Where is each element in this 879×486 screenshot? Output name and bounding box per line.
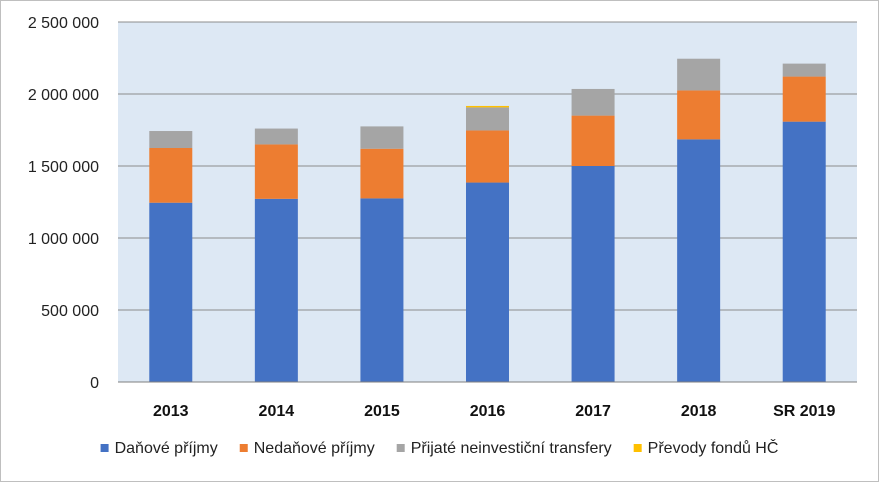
legend-swatch bbox=[100, 444, 109, 452]
y-tick-label: 0 bbox=[90, 375, 99, 392]
bar-segment bbox=[466, 107, 509, 131]
x-tick-label: 2013 bbox=[153, 403, 189, 420]
bar-segment bbox=[677, 139, 721, 382]
x-axis-ticks: 2013 2014 2015 2016 2017 2018 SR 2019 bbox=[153, 403, 835, 420]
bar-segment bbox=[254, 198, 298, 382]
bar-segment bbox=[254, 144, 298, 199]
bar-segment bbox=[677, 58, 721, 91]
bar-segment bbox=[360, 148, 404, 199]
bar-segment bbox=[466, 182, 509, 382]
bar-segment bbox=[782, 121, 826, 382]
bar-segment bbox=[782, 76, 826, 122]
y-tick-label: 2 500 000 bbox=[28, 15, 99, 32]
x-tick-label: 2016 bbox=[470, 403, 506, 420]
bars bbox=[149, 58, 826, 382]
x-tick-label: 2014 bbox=[259, 403, 295, 420]
y-tick-label: 1 500 000 bbox=[28, 159, 99, 176]
bar-segment bbox=[571, 166, 615, 382]
x-tick-label: SR 2019 bbox=[773, 403, 835, 420]
legend-swatch bbox=[633, 444, 642, 452]
bar-segment bbox=[149, 148, 193, 203]
x-tick-label: 2017 bbox=[575, 403, 611, 420]
y-tick-label: 1 000 000 bbox=[28, 231, 99, 248]
legend-item: Převody fondů HČ bbox=[633, 438, 779, 457]
bar-segment bbox=[360, 126, 404, 149]
legend-item: Nedaňové příjmy bbox=[239, 440, 375, 457]
legend: Daňové příjmy Nedaňové příjmy Přijaté nein… bbox=[100, 438, 779, 457]
y-axis-ticks: 0 500 000 1 000 000 1 500 000 2 000 000 2 500… bbox=[28, 15, 99, 392]
legend-label: Přijaté neinvestiční transfery bbox=[411, 440, 612, 457]
legend-label: Převody fondů HČ bbox=[648, 438, 779, 457]
y-tick-label: 500 000 bbox=[41, 303, 99, 320]
bar-segment bbox=[466, 130, 509, 183]
legend-item: Přijaté neinvestiční transfery bbox=[396, 440, 612, 457]
bar-segment bbox=[571, 88, 615, 116]
y-tick-label: 2 000 000 bbox=[28, 87, 99, 104]
legend-swatch bbox=[396, 444, 405, 452]
bar-segment bbox=[360, 198, 404, 382]
legend-swatch bbox=[239, 444, 248, 452]
bar-segment bbox=[466, 105, 509, 108]
bar-segment bbox=[677, 90, 721, 140]
x-tick-label: 2018 bbox=[681, 403, 717, 420]
x-tick-label: 2015 bbox=[364, 403, 400, 420]
legend-label: Daňové příjmy bbox=[115, 440, 218, 457]
legend-item: Daňové příjmy bbox=[100, 440, 218, 457]
bar-segment bbox=[254, 128, 298, 145]
bar-segment bbox=[782, 63, 826, 77]
bar-segment bbox=[149, 131, 193, 148]
bar-segment bbox=[571, 115, 615, 166]
legend-label: Nedaňové příjmy bbox=[254, 440, 375, 457]
bar-segment bbox=[149, 202, 193, 382]
